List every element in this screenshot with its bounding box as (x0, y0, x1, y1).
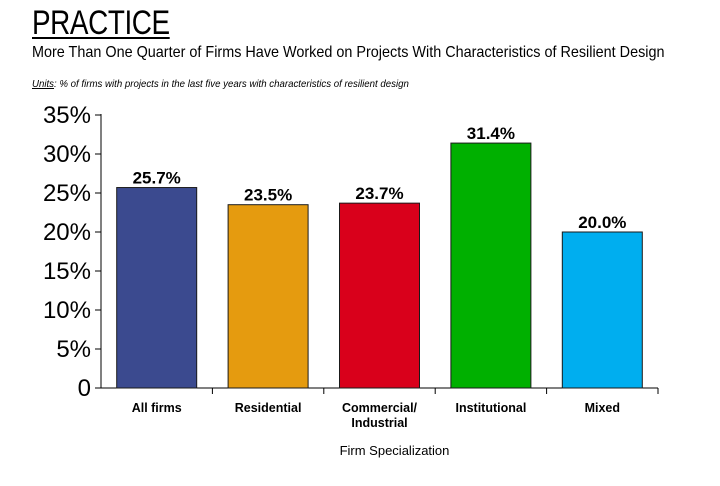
bar (561, 231, 643, 389)
units-note: Units: % of firms with projects in the l… (32, 78, 409, 90)
y-tick-label: 30% (43, 141, 91, 168)
data-label: 20.0% (578, 213, 626, 232)
data-label: 23.7% (355, 184, 403, 203)
data-label: 23.5% (244, 186, 292, 205)
units-label: Units (32, 78, 55, 90)
y-tick-label: 5% (56, 336, 91, 363)
x-tick-label: Residential (235, 401, 302, 415)
y-tick-label: 20% (43, 219, 91, 246)
y-tick-label: 25% (43, 180, 91, 207)
x-tick-label: Mixed (585, 401, 620, 415)
bars (116, 142, 643, 389)
x-axis-ticks: All firms Residential Commercial/Industria… (132, 388, 659, 430)
data-label: 25.7% (133, 169, 181, 188)
bar (450, 142, 532, 389)
bar (116, 187, 198, 389)
y-tick-label: 10% (43, 297, 91, 324)
y-tick-label: 0 (78, 375, 91, 402)
data-labels: 25.7% 23.5% 23.7% 31.4% 20.0% (133, 124, 627, 232)
y-tick-label: 15% (43, 258, 91, 285)
data-label: 31.4% (467, 124, 515, 143)
chart-subtitle: More Than One Quarter of Firms Have Work… (32, 44, 665, 61)
x-tick-label: All firms (132, 401, 182, 415)
y-tick-label: 35% (43, 102, 91, 129)
units-text: : % of firms with projects in the last f… (54, 78, 409, 90)
y-axis-ticks: 0 5% 10% 15% 20% 25% 30% 35% (43, 102, 101, 402)
x-tick-label: Institutional (455, 401, 526, 415)
x-axis-label: Firm Specialization (340, 443, 450, 458)
bar (227, 204, 309, 389)
chart-title: PRACTICE (32, 4, 170, 42)
bar (339, 202, 420, 389)
x-tick-label: Commercial/Industrial (342, 401, 418, 430)
